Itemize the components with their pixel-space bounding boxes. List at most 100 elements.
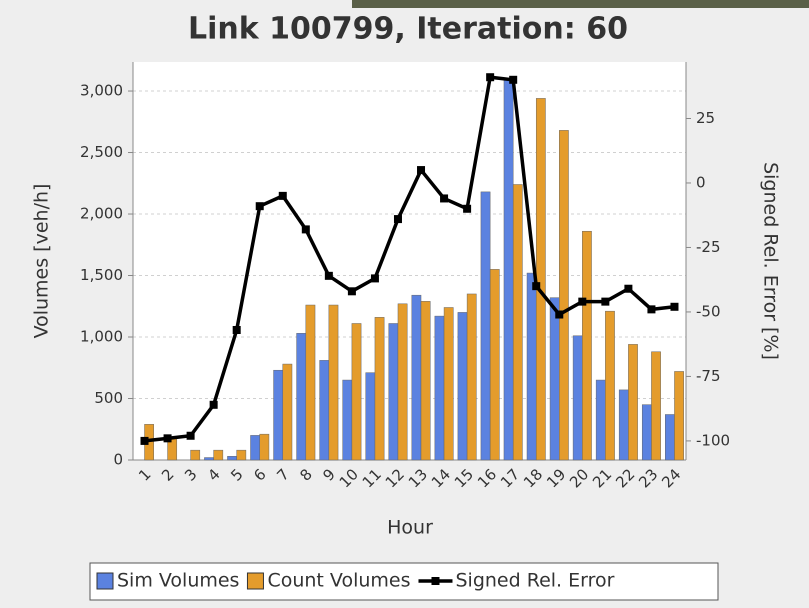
line-marker [440, 194, 449, 203]
bar [282, 363, 293, 461]
bar [572, 335, 583, 461]
bar [512, 184, 523, 461]
bar [411, 294, 422, 461]
bar [236, 449, 247, 461]
bar [480, 191, 491, 461]
bar [273, 369, 284, 461]
y2-tick-label: -100 [696, 431, 730, 449]
bar [305, 304, 316, 461]
x-tick-label: 24 [658, 465, 684, 491]
line-marker [509, 75, 518, 84]
y-tick-label: 3,000 [80, 82, 123, 100]
bar [674, 371, 684, 461]
bar [351, 323, 362, 461]
y-tick-label: 2,000 [80, 205, 123, 223]
bar [296, 333, 307, 461]
x-tick-label: 1 [135, 465, 154, 484]
line-marker [186, 431, 195, 440]
bar [535, 98, 546, 461]
x-tick-label: 5 [227, 465, 246, 484]
bar [213, 449, 224, 461]
y-tick-label: 0 [113, 451, 123, 469]
bar [628, 344, 638, 461]
line-marker [393, 215, 402, 224]
y2-tick-label: 25 [696, 109, 715, 127]
bar [204, 457, 214, 461]
bar [526, 272, 537, 461]
line-marker [370, 274, 379, 283]
bar [397, 303, 408, 461]
legend-label: Signed Rel. Error [455, 570, 614, 592]
line-marker [601, 297, 610, 306]
x-tick-label: 2 [158, 465, 177, 484]
bar [595, 379, 606, 461]
bar [559, 130, 569, 461]
line-marker [163, 434, 172, 443]
y2-tick-label: -75 [696, 367, 721, 385]
y2-tick-label: -50 [696, 302, 721, 320]
x-tick-label: 6 [250, 465, 269, 484]
line-marker [347, 287, 356, 296]
bar [374, 317, 385, 461]
x-tick-label: 4 [204, 465, 223, 484]
bar [489, 269, 500, 461]
bar [342, 379, 353, 461]
x-tick-label: 8 [296, 465, 315, 484]
bar [388, 323, 399, 461]
y-tick-label: 500 [94, 389, 123, 407]
bar [466, 293, 477, 461]
legend [89, 562, 719, 601]
x-tick-label: 3 [181, 465, 200, 484]
line-marker [532, 282, 541, 291]
legend-swatch [246, 572, 264, 590]
line-marker [578, 297, 587, 306]
bar [457, 312, 468, 461]
x-tick-label: 9 [319, 465, 338, 484]
bar [365, 372, 376, 461]
bar [665, 414, 675, 461]
x-tick-label: 7 [273, 465, 292, 484]
y2-tick-label: -25 [696, 238, 721, 256]
bar [641, 404, 652, 461]
bar [319, 360, 330, 461]
bar [618, 389, 629, 461]
bar [651, 351, 661, 461]
y-tick-label: 1,500 [80, 266, 123, 284]
background-map-fragment [352, 0, 809, 8]
legend-swatch [431, 577, 440, 585]
y-tick-label: 1,000 [80, 328, 123, 346]
line-marker [324, 271, 333, 280]
bar [250, 435, 260, 461]
bar [605, 310, 615, 461]
line-marker [278, 191, 287, 200]
y2-tick-label: 0 [696, 173, 706, 191]
line-marker [140, 436, 149, 445]
legend-label: Count Volumes [267, 570, 410, 592]
legend-swatch [96, 572, 114, 590]
bar [227, 456, 237, 461]
line-marker [301, 225, 310, 234]
bar [503, 78, 514, 461]
chart-title: Link 100799, Iteration: 60 [188, 12, 628, 47]
line-marker [624, 284, 633, 293]
line-marker [232, 325, 241, 334]
bar [582, 230, 592, 461]
line-marker [555, 310, 564, 319]
x-axis-label: Hour [387, 517, 433, 539]
legend-label: Sim Volumes [117, 570, 239, 592]
y2-axis-label: Signed Rel. Error [%] [760, 162, 782, 360]
line-marker [417, 166, 426, 175]
line-marker [670, 302, 679, 311]
line-marker [209, 400, 218, 409]
bar [420, 301, 431, 461]
line-marker [255, 202, 264, 211]
line-marker [486, 73, 495, 82]
bar [259, 433, 270, 461]
bar [328, 304, 339, 461]
bar [190, 449, 201, 461]
bar [434, 315, 445, 461]
bar [443, 307, 454, 461]
y-axis-label: Volumes [veh/h] [31, 184, 53, 339]
